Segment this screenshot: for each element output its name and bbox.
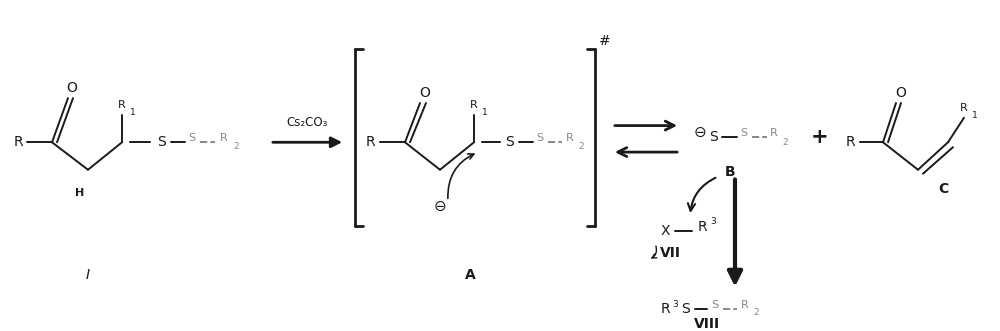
Text: #: # xyxy=(599,34,611,48)
Text: R: R xyxy=(365,135,375,149)
Text: R: R xyxy=(960,103,968,113)
Text: R: R xyxy=(660,302,670,316)
Text: S: S xyxy=(740,128,748,138)
Text: R: R xyxy=(697,220,707,234)
Text: S: S xyxy=(711,300,719,310)
Text: 2: 2 xyxy=(782,138,788,147)
Text: I: I xyxy=(86,268,90,282)
Text: S: S xyxy=(681,302,689,316)
Text: +: + xyxy=(811,127,829,147)
Text: R: R xyxy=(845,135,855,149)
Text: O: O xyxy=(420,86,430,100)
Text: C: C xyxy=(938,182,948,196)
Text: 3: 3 xyxy=(672,300,678,309)
Text: X: X xyxy=(660,223,670,238)
Text: O: O xyxy=(896,86,906,100)
Text: VIII: VIII xyxy=(694,317,720,331)
Text: Cs₂CO₃: Cs₂CO₃ xyxy=(286,116,328,129)
Text: S: S xyxy=(536,133,544,143)
Text: S: S xyxy=(710,130,718,144)
Text: H: H xyxy=(75,188,85,198)
Text: S: S xyxy=(188,133,196,143)
Text: ⊖: ⊖ xyxy=(434,199,446,213)
Text: R: R xyxy=(220,133,228,143)
Text: R: R xyxy=(566,133,574,143)
Text: 2: 2 xyxy=(753,308,759,317)
Text: VII: VII xyxy=(660,246,680,260)
Text: B: B xyxy=(725,165,735,179)
Text: R: R xyxy=(741,300,749,310)
Text: R: R xyxy=(470,100,478,110)
Text: S: S xyxy=(506,135,514,149)
Text: 2: 2 xyxy=(578,142,584,151)
Text: 3: 3 xyxy=(710,217,716,226)
Text: R: R xyxy=(13,135,23,149)
Text: 1: 1 xyxy=(972,111,978,120)
Text: S: S xyxy=(158,135,166,149)
Text: 1: 1 xyxy=(482,108,488,117)
Text: R: R xyxy=(118,100,126,110)
Text: A: A xyxy=(465,268,475,282)
Text: 2: 2 xyxy=(233,142,239,151)
Text: 1: 1 xyxy=(130,108,136,117)
Text: R: R xyxy=(770,128,778,138)
Text: ⊖: ⊖ xyxy=(694,125,706,140)
Text: O: O xyxy=(67,81,77,95)
